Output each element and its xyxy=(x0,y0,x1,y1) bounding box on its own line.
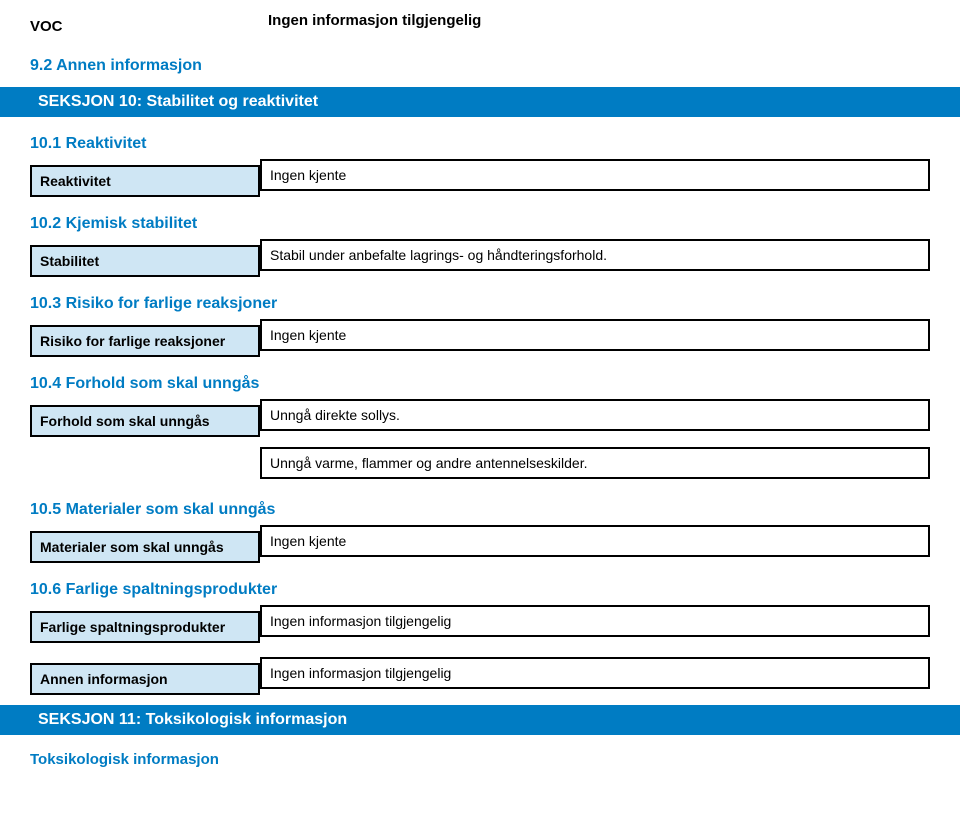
other-info-row: Annen informasjon Ingen informasjon tilg… xyxy=(30,657,930,695)
section-11-title: SEKSJON 11: Toksikologisk informasjon xyxy=(8,711,952,729)
reactivity-label: Reaktivitet xyxy=(30,165,260,197)
stability-value: Stabil under anbefalte lagrings- og hånd… xyxy=(260,239,930,271)
reactivity-value: Ingen kjente xyxy=(260,159,930,191)
other-info-value: Ingen informasjon tilgjengelig xyxy=(260,657,930,689)
risk-row: Risiko for farlige reaksjoner Ingen kjen… xyxy=(30,319,930,357)
heading-10-1: 10.1 Reaktivitet xyxy=(30,123,930,159)
section-11-subheading: Toksikologisk informasjon xyxy=(30,741,930,774)
avoid-value-2: Unngå varme, flammer og andre antennelse… xyxy=(260,447,930,479)
heading-10-3: 10.3 Risiko for farlige reaksjoner xyxy=(30,283,930,319)
risk-label: Risiko for farlige reaksjoner xyxy=(30,325,260,357)
section-10-title: SEKSJON 10: Stabilitet og reaktivitet xyxy=(8,93,952,111)
decomposition-row: Farlige spaltningsprodukter Ingen inform… xyxy=(30,605,930,643)
heading-10-4: 10.4 Forhold som skal unngås xyxy=(30,363,930,399)
risk-value: Ingen kjente xyxy=(260,319,930,351)
voc-label: VOC xyxy=(30,14,260,39)
avoid-row: Forhold som skal unngås Unngå direkte so… xyxy=(30,399,930,483)
avoid-value-1: Unngå direkte sollys. xyxy=(260,399,930,431)
other-info-label: Annen informasjon xyxy=(30,663,260,695)
avoid-label: Forhold som skal unngås xyxy=(30,405,260,437)
section-11-bar: SEKSJON 11: Toksikologisk informasjon xyxy=(0,705,960,735)
decomposition-value: Ingen informasjon tilgjengelig xyxy=(260,605,930,637)
section-10-bar: SEKSJON 10: Stabilitet og reaktivitet xyxy=(0,87,960,117)
decomposition-label: Farlige spaltningsprodukter xyxy=(30,611,260,643)
stability-row: Stabilitet Stabil under anbefalte lagrin… xyxy=(30,239,930,277)
stability-label: Stabilitet xyxy=(30,245,260,277)
materials-value: Ingen kjente xyxy=(260,525,930,557)
reactivity-row: Reaktivitet Ingen kjente xyxy=(30,159,930,197)
heading-10-5: 10.5 Materialer som skal unngås xyxy=(30,489,930,525)
materials-row: Materialer som skal unngås Ingen kjente xyxy=(30,525,930,563)
voc-row: VOC Ingen informasjon tilgjengelig xyxy=(30,8,930,39)
heading-9-2: 9.2 Annen informasjon xyxy=(30,45,930,81)
materials-label: Materialer som skal unngås xyxy=(30,531,260,563)
voc-value: Ingen informasjon tilgjengelig xyxy=(260,8,930,33)
heading-10-2: 10.2 Kjemisk stabilitet xyxy=(30,203,930,239)
heading-10-6: 10.6 Farlige spaltningsprodukter xyxy=(30,569,930,605)
